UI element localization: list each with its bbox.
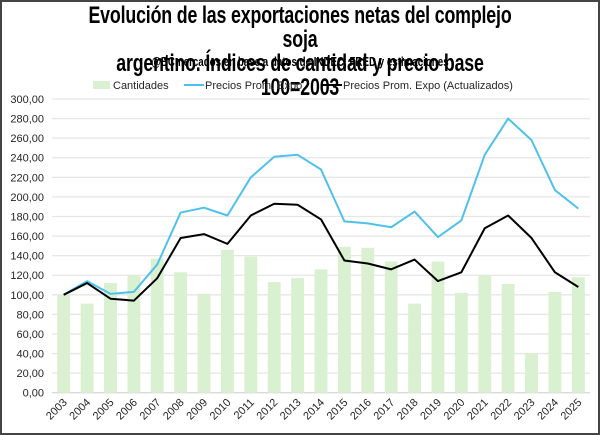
y-tick-label: 300,00 xyxy=(10,94,44,106)
bar-2019 xyxy=(431,261,445,393)
x-tick-label: 2024 xyxy=(535,397,561,423)
bar-2023 xyxy=(525,353,538,393)
line-precios-prom-expo xyxy=(63,117,579,296)
x-tick-label: 2021 xyxy=(465,397,491,423)
x-tick-label: 2008 xyxy=(161,397,187,423)
legend-label-cantidades: Cantidades xyxy=(113,80,169,92)
chart-title-line-2: argentino. Índices de cantidad y precio … xyxy=(116,50,484,101)
y-tick-label: 20,00 xyxy=(16,368,44,380)
bar-2006 xyxy=(127,275,141,393)
x-tick-label: 2004 xyxy=(67,397,93,423)
x-tick-label: 2012 xyxy=(255,397,281,423)
bar-2021 xyxy=(478,275,492,393)
bar-2014 xyxy=(314,269,328,393)
chart-title: Evolución de las exportaciones netas del… xyxy=(78,4,522,100)
y-tick-label: 280,00 xyxy=(10,114,44,126)
bar-2010 xyxy=(221,249,234,393)
y-axis-ticks: 0,00 20,00 40,00 60,00 80,00 100,00 120,00 140,… xyxy=(10,94,44,400)
bar-2024 xyxy=(548,291,562,393)
x-tick-label: 2019 xyxy=(418,397,444,423)
y-tick-label: 200,00 xyxy=(10,192,44,204)
legend-label-precios: Precios Prom. Expo xyxy=(205,80,302,92)
x-tick-label: 2025 xyxy=(559,397,585,423)
x-tick-label: 2015 xyxy=(325,397,351,423)
x-tick-label: 2014 xyxy=(301,397,327,423)
y-tick-label: 40,00 xyxy=(16,349,44,361)
bar-2008 xyxy=(174,272,188,393)
y-tick-label: 240,00 xyxy=(10,153,44,165)
x-tick-label: 2003 xyxy=(44,397,70,423)
legend-swatch-cantidades xyxy=(93,81,110,89)
y-tick-label: 140,00 xyxy=(10,251,44,263)
y-tick-label: 180,00 xyxy=(10,211,44,223)
x-tick-label: 2018 xyxy=(395,397,421,423)
lines xyxy=(63,117,579,302)
bar-2003 xyxy=(57,294,71,393)
bar-2004 xyxy=(80,303,94,393)
y-tick-label: 60,00 xyxy=(16,329,44,341)
y-tick-label: 80,00 xyxy=(16,309,44,321)
y-tick-label: 160,00 xyxy=(10,231,44,243)
x-tick-label: 2020 xyxy=(442,397,468,423)
x-tick-label: 2006 xyxy=(114,397,140,423)
x-tick-label: 2017 xyxy=(371,397,397,423)
y-tick-label: 100,00 xyxy=(10,290,44,302)
x-tick-label: 2011 xyxy=(232,397,257,422)
bar-2025 xyxy=(571,277,585,393)
x-tick-label: 2009 xyxy=(184,397,210,423)
x-tick-label: 2016 xyxy=(348,397,374,423)
bar-2011 xyxy=(244,256,258,393)
x-tick-label: 2022 xyxy=(488,397,514,423)
bar-2020 xyxy=(454,292,468,393)
bar-2022 xyxy=(501,284,515,393)
bar-2012 xyxy=(267,282,281,393)
bar-2016 xyxy=(361,247,375,393)
x-tick-label: 2023 xyxy=(512,397,538,423)
x-tick-label: 2005 xyxy=(91,397,117,423)
bar-2018 xyxy=(408,303,421,393)
bar-2009 xyxy=(197,293,211,393)
bar-2015 xyxy=(337,246,351,393)
x-tick-label: 2007 xyxy=(138,397,164,423)
bar-2013 xyxy=(291,278,305,393)
legend-label-precios-actualizados: Precios Prom. Expo (Actualizados) xyxy=(343,80,513,92)
chart-subtitle: @BCmercados en base a datos de INDEC, FR… xyxy=(151,55,449,69)
y-tick-label: 0,00 xyxy=(23,388,44,400)
y-tick-label: 220,00 xyxy=(10,172,44,184)
chart-title-line-1: Evolución de las exportaciones netas del… xyxy=(88,2,512,53)
x-tick-label: 2013 xyxy=(278,397,304,423)
bar-2017 xyxy=(384,261,398,393)
x-axis-ticks: 2003200420052006200720082009201020112012… xyxy=(44,397,584,423)
y-tick-label: 120,00 xyxy=(10,270,44,282)
bars-cantidades xyxy=(57,246,585,393)
bar-2007 xyxy=(150,258,164,393)
y-tick-label: 260,00 xyxy=(10,133,44,145)
legend: Cantidades Precios Prom. Expo Precios Pr… xyxy=(93,80,513,92)
x-tick-label: 2010 xyxy=(208,397,234,423)
bar-2005 xyxy=(104,283,117,393)
